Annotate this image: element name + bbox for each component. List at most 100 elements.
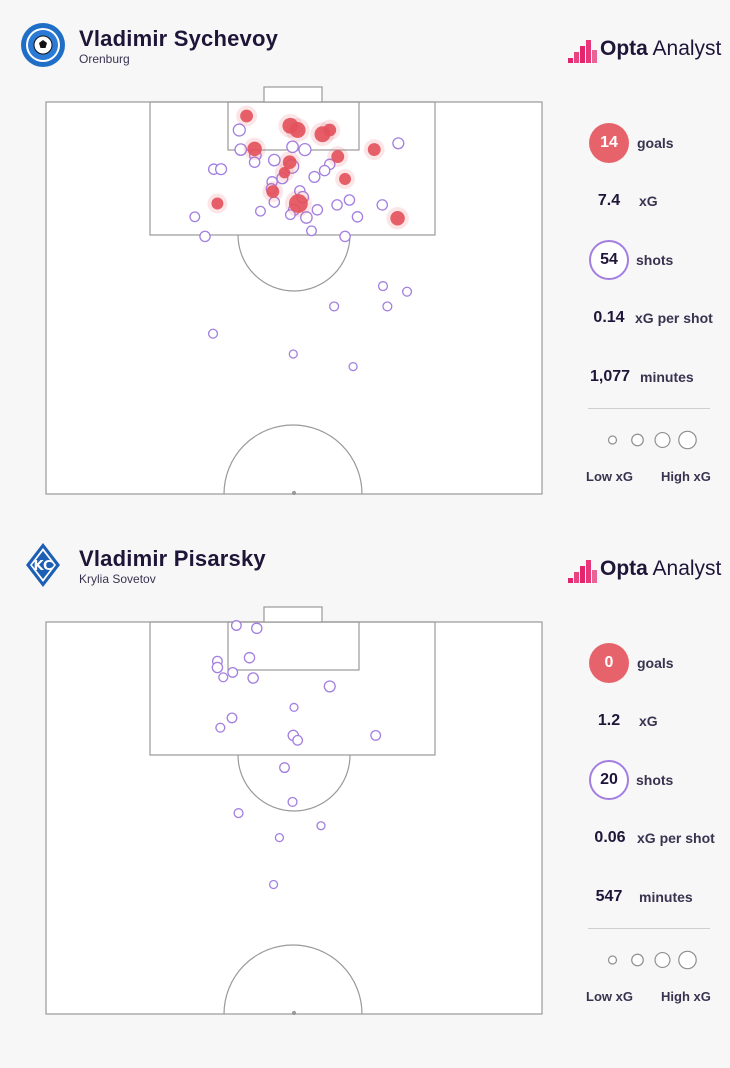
shot-point — [274, 832, 285, 843]
stat-goals: 14 goals — [585, 123, 725, 163]
shot-point — [247, 672, 259, 684]
opta-bars-icon — [568, 560, 597, 583]
minutes-value: 547 — [595, 888, 623, 905]
legend-labels: Low xG High xG — [586, 469, 726, 487]
goals-value: 14 — [600, 134, 618, 151]
shots-circle — [589, 760, 629, 800]
shot-point — [306, 225, 317, 237]
goal-point — [211, 197, 224, 210]
shots-layer — [211, 620, 382, 890]
xg-value: 7.4 — [597, 192, 621, 209]
shot-point — [348, 361, 358, 372]
pitch-outline — [45, 621, 543, 1015]
shot-point — [300, 211, 313, 224]
goal-point — [289, 122, 306, 138]
shot-point — [323, 680, 336, 693]
stat-xg-per-shot: 0.06 xG per shot — [585, 818, 725, 858]
penalty-arc — [237, 754, 351, 812]
shot-point — [207, 328, 219, 339]
goals-label: goals — [637, 135, 674, 151]
goals-label: goals — [637, 655, 674, 671]
goal-point — [266, 185, 280, 199]
player-panel: Vladimir Sychevoy Orenburg Opta Analyst … — [0, 0, 730, 520]
xg-label: xG — [639, 713, 658, 729]
shot-point — [316, 821, 326, 831]
shot-point — [287, 796, 298, 807]
stat-minutes: 1,077 minutes — [585, 357, 725, 397]
shots-label: shots — [636, 772, 674, 788]
shots-layer — [189, 105, 413, 372]
goal-point — [331, 150, 345, 164]
club-name: Orenburg — [79, 52, 130, 66]
svg-text:KC: KC — [33, 559, 52, 574]
shot-point — [289, 702, 299, 713]
shot-point — [215, 722, 226, 733]
goals-circle — [589, 123, 629, 163]
shot-point — [267, 153, 281, 167]
legend-low-label: Low xG — [586, 469, 633, 484]
xg-size-legend — [607, 950, 697, 970]
shot-point — [226, 712, 238, 724]
player-name: Vladimir Pisarsky — [79, 546, 266, 571]
goal-point — [390, 210, 405, 226]
shot-point — [189, 211, 201, 223]
centre-circle-half — [223, 424, 363, 495]
goal-point — [240, 109, 254, 123]
shot-point — [392, 137, 405, 150]
goal-frame — [263, 86, 323, 103]
shot-point — [211, 661, 224, 674]
shot-point — [329, 301, 340, 312]
xg-value: 1.2 — [597, 712, 621, 729]
legend-dot — [607, 955, 618, 965]
shot-map-pitch — [45, 606, 543, 1015]
shots-label: shots — [636, 252, 674, 268]
legend-dot — [654, 951, 671, 969]
brand-light: Analyst — [647, 37, 722, 60]
goal-point — [288, 194, 308, 213]
brand-bold: Opta — [600, 37, 648, 60]
goals-value: 0 — [604, 654, 614, 671]
shot-point — [288, 349, 298, 359]
stat-xg: 7.4 xG — [585, 181, 725, 221]
shot-point — [230, 620, 242, 631]
legend-dot — [631, 433, 644, 447]
legend-dot — [607, 435, 618, 445]
centre-circle-half — [223, 944, 363, 1015]
shot-point — [351, 211, 364, 223]
shot-point — [401, 286, 413, 297]
shot-point — [311, 204, 324, 216]
shot-point — [377, 281, 389, 292]
stat-shots: 54 shots — [585, 240, 725, 280]
shot-point — [248, 156, 261, 168]
centre-spot — [291, 1010, 297, 1015]
centre-spot — [291, 490, 297, 495]
shot-point — [243, 651, 256, 664]
stat-xg: 1.2 xG — [585, 701, 725, 741]
shot-point — [254, 205, 266, 217]
goal-point — [339, 173, 352, 185]
shot-point — [382, 301, 393, 312]
xg-per-shot-label: xG per shot — [635, 310, 713, 326]
shot-point — [343, 194, 356, 206]
xg-per-shot-value: 0.14 — [593, 309, 625, 326]
goal-point — [278, 166, 291, 179]
shots-value: 20 — [600, 771, 618, 788]
opta-bars-icon — [568, 40, 597, 63]
stat-shots: 20 shots — [585, 760, 725, 800]
shot-point — [318, 164, 331, 177]
shot-point — [279, 762, 290, 774]
shots-circle — [589, 240, 629, 280]
divider — [588, 928, 710, 929]
legend-high-label: High xG — [661, 989, 711, 1004]
shot-point — [331, 199, 343, 211]
goal-point — [247, 141, 262, 157]
xg-per-shot-label: xG per shot — [637, 830, 715, 846]
legend-dot — [631, 953, 644, 967]
shot-point — [218, 672, 229, 683]
shot-point — [370, 729, 382, 741]
shot-point — [376, 199, 389, 211]
divider — [588, 408, 710, 409]
club-name: Krylia Sovetov — [79, 572, 156, 586]
shot-point — [232, 123, 246, 137]
shot-point — [284, 209, 296, 221]
